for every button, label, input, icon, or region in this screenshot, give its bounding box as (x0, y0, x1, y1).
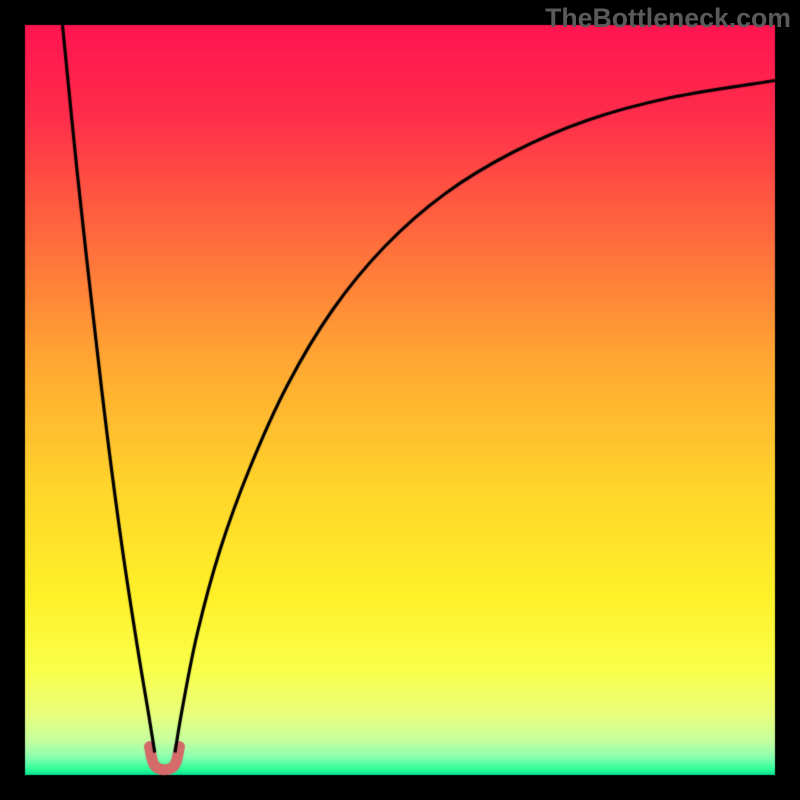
bottleneck-chart-canvas (0, 0, 800, 800)
watermark-text: TheBottleneck.com (545, 3, 791, 34)
chart-container: TheBottleneck.com (0, 0, 800, 800)
